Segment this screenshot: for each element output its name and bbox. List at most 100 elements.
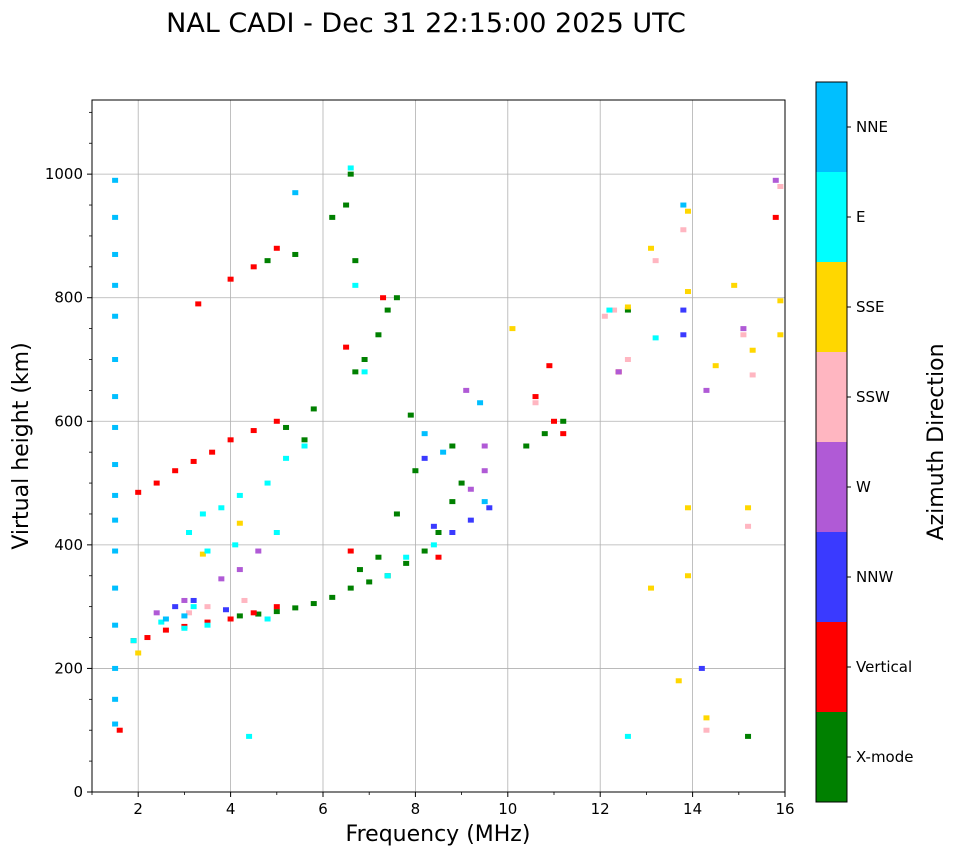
- colorbar-tick-label: Vertical: [856, 658, 912, 676]
- point-x-mode: [347, 171, 354, 177]
- y-tick-label: 400: [54, 536, 83, 554]
- point-w: [236, 567, 243, 573]
- colorbar-segment: [816, 262, 847, 352]
- point-sse: [675, 678, 682, 684]
- point-x-mode: [264, 258, 271, 264]
- point-x-mode: [375, 554, 382, 560]
- point-x-mode: [375, 332, 382, 338]
- point-e: [624, 733, 631, 739]
- plot-frame: [91, 99, 786, 793]
- point-nne: [112, 721, 119, 727]
- colorbar-tick-label: W: [856, 478, 871, 496]
- point-ssw: [611, 307, 618, 313]
- point-e: [384, 573, 391, 579]
- point-e: [190, 604, 197, 610]
- point-vertical: [153, 480, 160, 486]
- point-nne: [162, 616, 169, 622]
- point-nne: [112, 357, 119, 362]
- point-x-mode: [292, 605, 299, 611]
- y-tick-label: 1000: [45, 165, 83, 183]
- point-ssw: [745, 523, 752, 529]
- point-x-mode: [435, 530, 442, 535]
- point-nne: [112, 282, 119, 288]
- y-axis-label: Virtual height (km): [9, 342, 34, 549]
- point-nne: [112, 214, 119, 220]
- point-sse: [684, 208, 691, 214]
- point-vertical: [273, 418, 280, 424]
- point-x-mode: [352, 369, 359, 375]
- point-nnw: [190, 597, 197, 603]
- point-sse: [749, 347, 756, 353]
- point-x-mode: [283, 424, 290, 430]
- point-vertical: [250, 428, 257, 434]
- point-e: [352, 282, 359, 288]
- point-x-mode: [236, 613, 243, 619]
- point-x-mode: [310, 601, 317, 607]
- point-x-mode: [449, 499, 456, 505]
- point-x-mode: [421, 548, 428, 554]
- point-w: [740, 326, 747, 332]
- colorbar-segment: [816, 712, 847, 802]
- point-x-mode: [366, 579, 373, 585]
- colorbar-segment: [816, 532, 847, 622]
- point-vertical: [172, 468, 179, 474]
- x-axis-label: Frequency (MHz): [346, 822, 531, 847]
- x-tick-label: 6: [318, 800, 328, 818]
- point-sse: [199, 551, 206, 557]
- y-tick-label: 200: [54, 659, 83, 677]
- x-ticks: 2 4 6 8 10 12 14 16: [91, 792, 795, 818]
- point-x-mode: [343, 202, 350, 208]
- point-nne: [112, 251, 119, 257]
- colorbar-segment: [816, 82, 847, 172]
- point-vertical: [343, 344, 350, 350]
- point-nne: [112, 517, 119, 523]
- point-x-mode: [329, 594, 336, 600]
- point-e: [430, 542, 437, 548]
- point-vertical: [116, 727, 123, 733]
- point-x-mode: [393, 511, 400, 517]
- point-x-mode: [329, 214, 336, 220]
- point-e: [218, 505, 225, 511]
- point-ssw: [204, 604, 211, 610]
- point-x-mode: [384, 307, 391, 313]
- point-x-mode: [560, 418, 567, 424]
- point-w: [255, 548, 262, 554]
- point-nnw: [680, 307, 687, 313]
- point-e: [652, 335, 659, 341]
- point-x-mode: [412, 468, 419, 474]
- x-tick-label: 8: [411, 800, 421, 818]
- colorbar: X-mode Vertical NNW W SSW SSE E NNE: [815, 81, 913, 803]
- point-nne: [112, 394, 119, 400]
- point-nnw: [222, 607, 229, 613]
- point-nne: [477, 400, 484, 406]
- point-nne: [112, 548, 119, 554]
- point-ssw: [186, 610, 193, 616]
- point-nnw: [698, 665, 705, 671]
- point-e: [232, 542, 239, 548]
- point-vertical: [380, 295, 387, 301]
- point-ssw: [680, 227, 687, 233]
- colorbar-segment: [816, 172, 847, 262]
- y-tick-label: 0: [73, 783, 83, 801]
- point-sse: [236, 520, 243, 526]
- x-tick-label: 14: [683, 800, 702, 818]
- point-sse: [684, 289, 691, 295]
- colorbar-tick-label: E: [856, 208, 865, 226]
- point-x-mode: [356, 567, 363, 573]
- point-vertical: [273, 604, 280, 610]
- point-vertical: [551, 418, 557, 424]
- y-tick-label: 600: [54, 412, 83, 430]
- point-nne: [112, 585, 119, 591]
- point-w: [463, 387, 470, 393]
- point-nne: [421, 431, 428, 437]
- point-nne: [112, 424, 119, 430]
- colorbar-frame: [815, 81, 848, 803]
- point-sse: [135, 650, 142, 656]
- colorbar-tick-label: X-mode: [856, 748, 913, 766]
- point-e: [246, 733, 253, 739]
- point-w: [181, 597, 188, 603]
- point-w: [467, 486, 474, 492]
- point-x-mode: [352, 258, 359, 264]
- point-ssw: [532, 400, 539, 406]
- point-w: [218, 576, 225, 582]
